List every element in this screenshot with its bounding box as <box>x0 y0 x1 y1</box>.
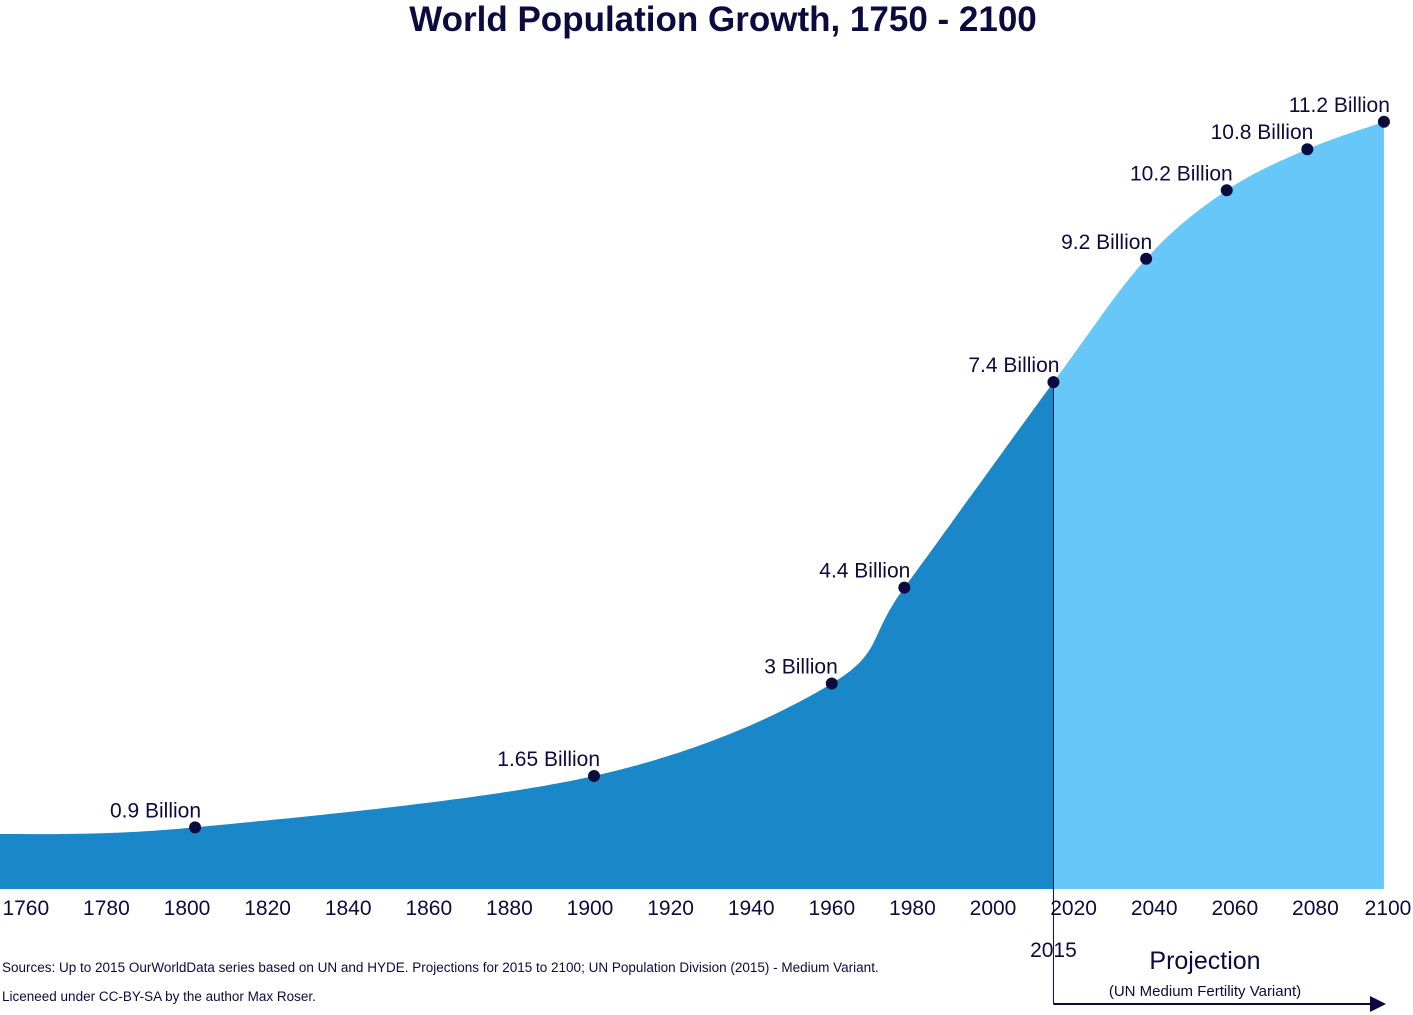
historical-area <box>0 382 1054 889</box>
x-tick-label: 2060 <box>1211 897 1258 920</box>
x-tick-label: 1880 <box>486 897 533 920</box>
x-tick-label: 2040 <box>1131 897 1178 920</box>
data-label: 0.9 Billion <box>110 799 201 822</box>
x-tick-label: 1960 <box>808 897 855 920</box>
sources-note: Sources: Up to 2015 OurWorldData series … <box>2 960 879 975</box>
data-point <box>1140 252 1153 265</box>
x-tick-label: 1760 <box>2 897 49 920</box>
x-tick-label: 1820 <box>244 897 291 920</box>
data-label: 3 Billion <box>764 656 838 679</box>
x-tick-label: 2080 <box>1292 897 1339 920</box>
data-label: 1.65 Billion <box>497 748 600 771</box>
data-label: 4.4 Billion <box>819 560 910 583</box>
data-label: 9.2 Billion <box>1061 231 1152 254</box>
x-tick-label: 1920 <box>647 897 694 920</box>
data-point <box>898 581 911 594</box>
x-tick-label: 1840 <box>325 897 372 920</box>
x-tick-label: 2020 <box>1050 897 1097 920</box>
data-label: 10.8 Billion <box>1211 121 1314 144</box>
x-tick-label: 2000 <box>970 897 1017 920</box>
data-point <box>1377 115 1390 128</box>
arrow-right-icon <box>1370 996 1386 1012</box>
data-label: 7.4 Billion <box>968 354 1059 377</box>
projection-area <box>1053 121 1384 890</box>
license-note: Liceneed under CC-BY-SA by the author Ma… <box>2 989 316 1004</box>
data-label: 10.2 Billion <box>1130 162 1233 185</box>
x-tick-label: 1940 <box>728 897 775 920</box>
data-point <box>1220 184 1233 197</box>
projection-sublabel: (UN Medium Fertility Variant) <box>1109 983 1301 1000</box>
x-tick-label: 1980 <box>889 897 936 920</box>
x-tick-label: 1900 <box>567 897 614 920</box>
data-point <box>1301 143 1314 156</box>
projection-label: Projection <box>1149 947 1260 975</box>
x-tick-label: 1860 <box>405 897 452 920</box>
x-tick-label: 1780 <box>83 897 130 920</box>
data-point <box>189 821 202 834</box>
data-point <box>825 677 838 690</box>
x-tick-label: 1800 <box>164 897 211 920</box>
data-label: 11.2 Billion <box>1289 94 1390 117</box>
x-tick-label: 2100 <box>1365 897 1412 920</box>
split-label: 2015 <box>1030 939 1077 962</box>
data-point <box>588 769 601 782</box>
chart-title: World Population Growth, 1750 - 2100 <box>409 0 1037 39</box>
